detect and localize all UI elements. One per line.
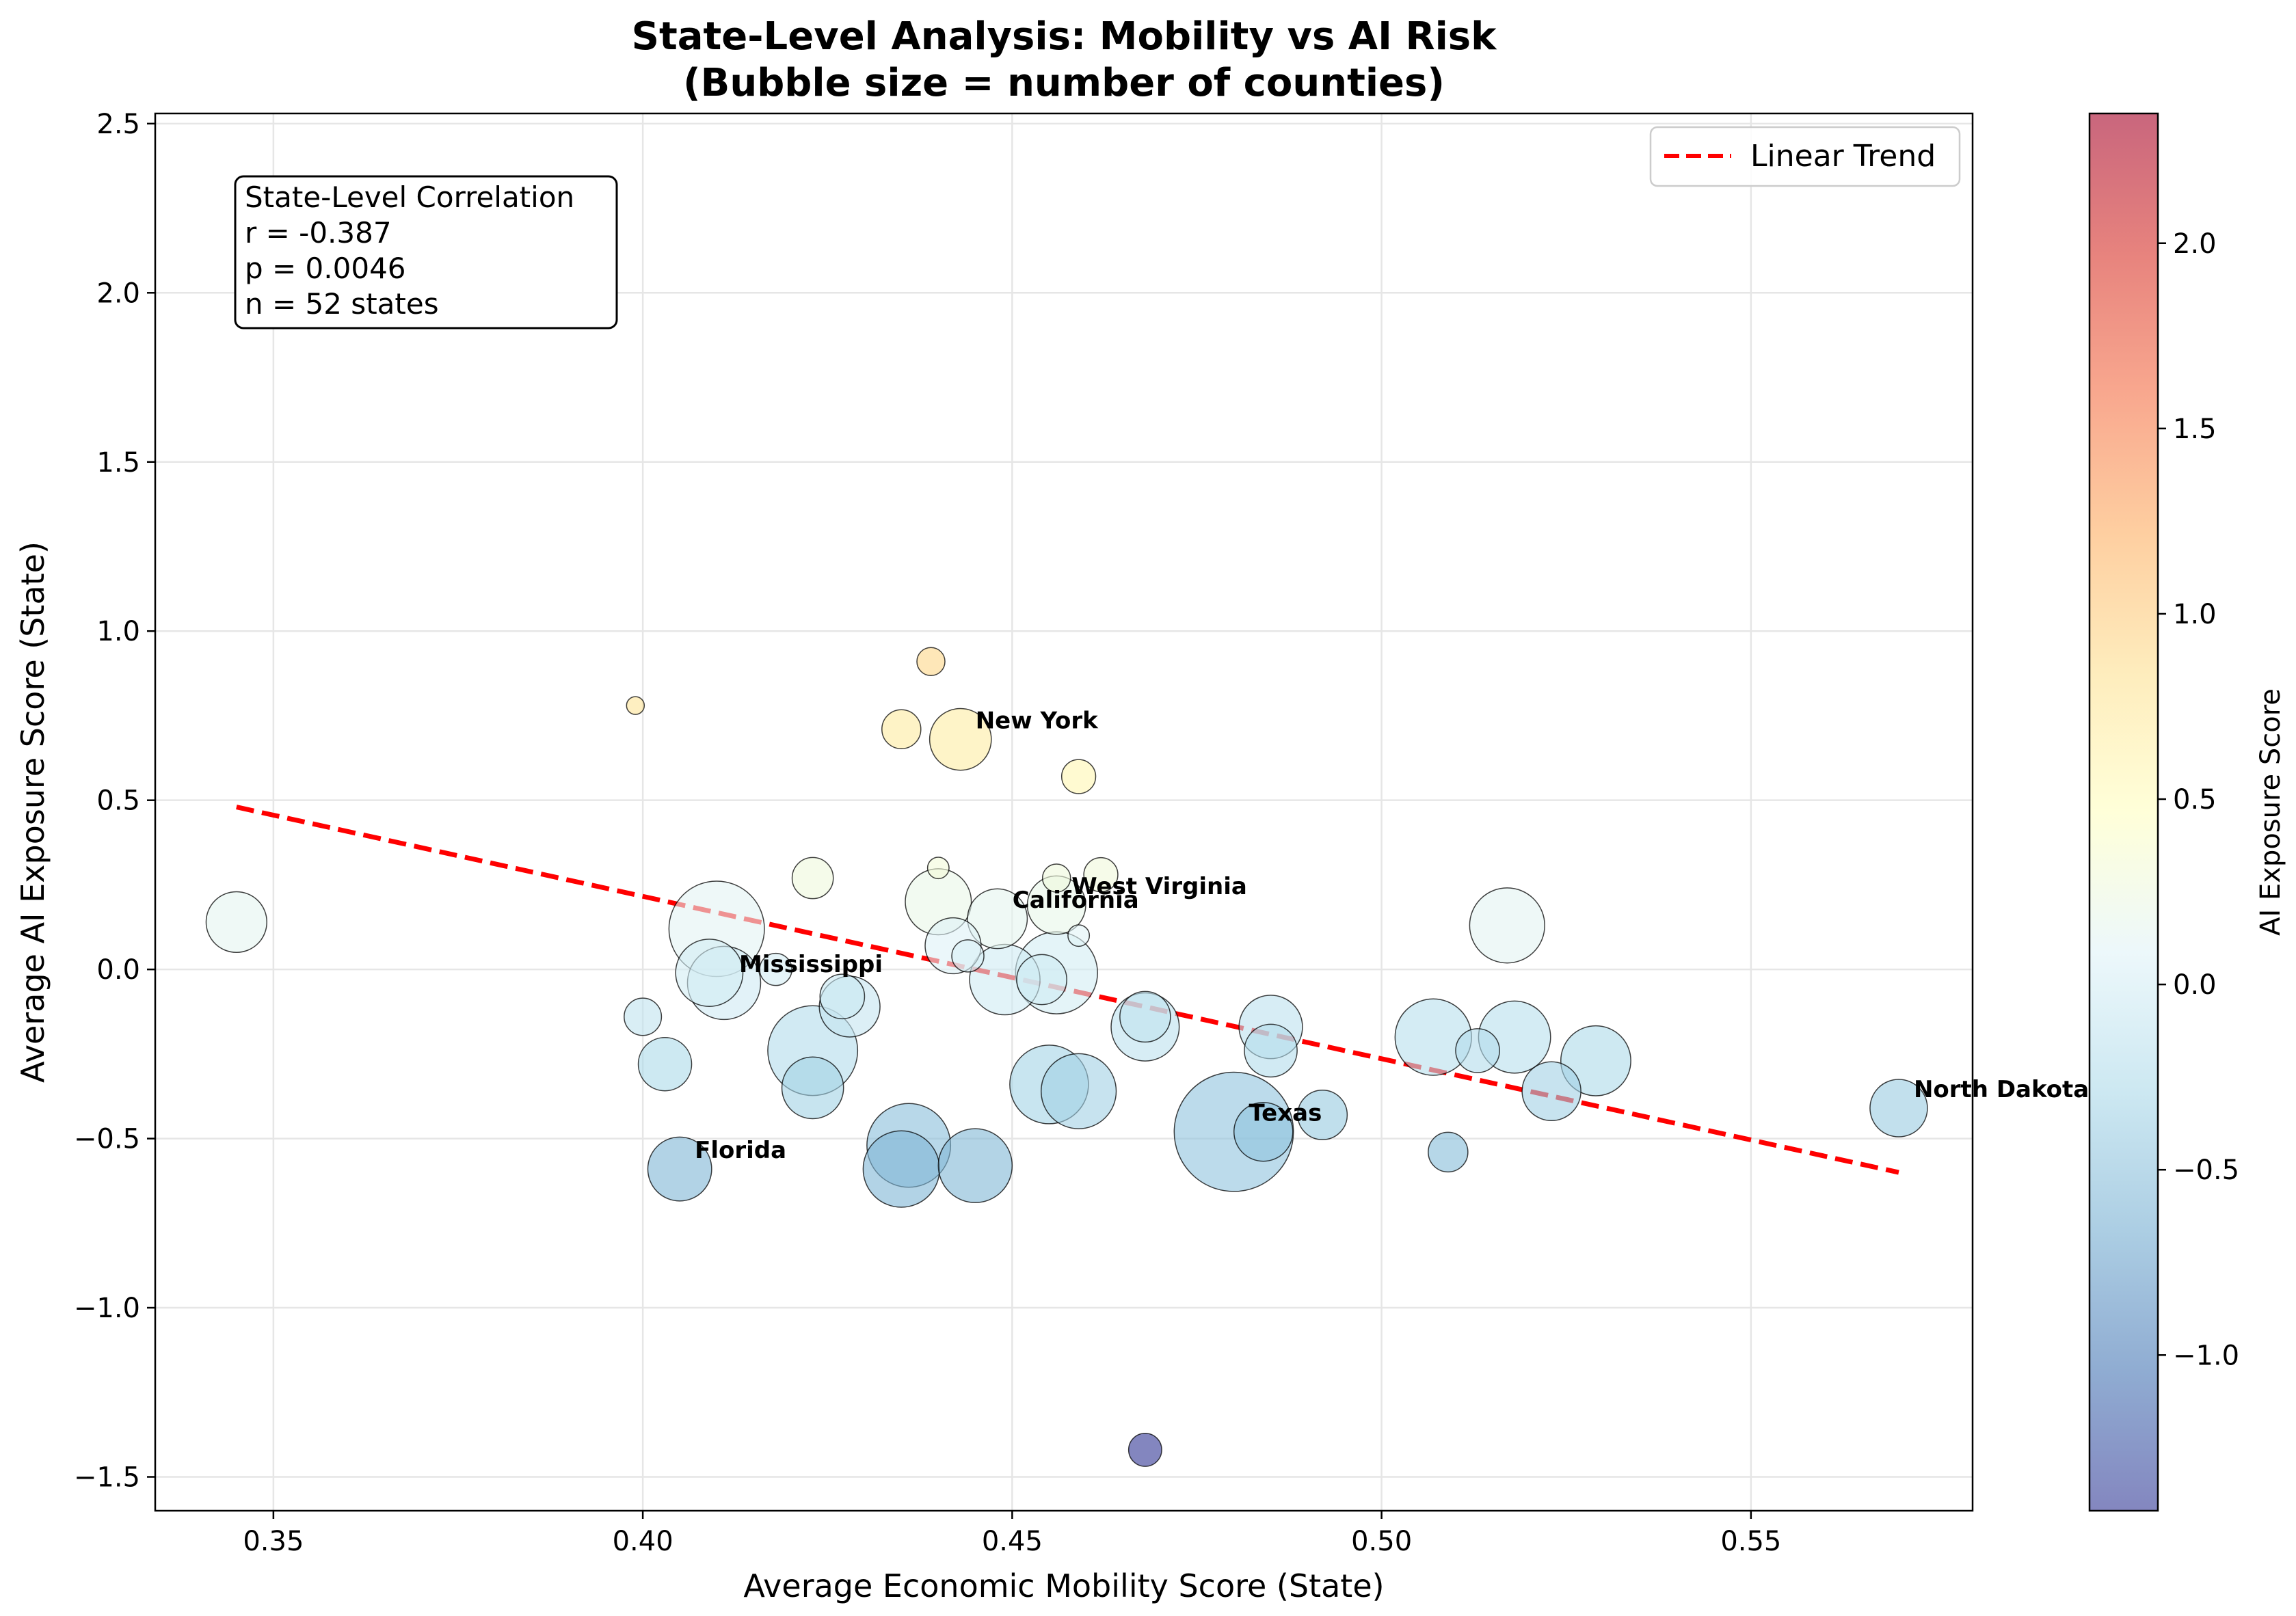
state-bubble [967, 888, 1028, 950]
stats-box-frame [234, 175, 618, 329]
x-tick-label: 0.55 [1720, 1526, 1781, 1557]
x-tick-label: 0.35 [243, 1526, 304, 1557]
state-bubble [1041, 863, 1071, 893]
colorbar-tick-label: 0.5 [2173, 784, 2217, 816]
colorbar-tick-label: 2.0 [2173, 228, 2217, 260]
colorbar-label: AI Exposure Score [2255, 688, 2286, 936]
state-annotation: New York [976, 708, 1099, 735]
state-bubble [916, 647, 946, 677]
colorbar-gradient [2090, 113, 2158, 1511]
state-bubble [881, 709, 922, 749]
state-bubble [1040, 1053, 1117, 1129]
state-bubble [951, 939, 985, 973]
state-bubble [1083, 857, 1119, 893]
stats-box-n: n = 52 states [245, 287, 439, 321]
state-bubble [759, 952, 792, 986]
y-tick-label: −0.5 [74, 1124, 140, 1155]
y-tick-label: 0.0 [96, 954, 140, 986]
colorbar-tick-label: 0.0 [2173, 969, 2217, 1001]
stats-box-p: p = 0.0046 [245, 252, 406, 285]
legend-trend-label: Linear Trend [1750, 139, 1936, 174]
state-bubble [1428, 1131, 1469, 1173]
plot-frame [154, 112, 1974, 1512]
y-axis-label: Average AI Exposure Score (State) [14, 541, 51, 1083]
state-bubble [675, 939, 744, 1008]
y-tick-label: 2.0 [96, 278, 140, 309]
y-tick-label: 0.5 [96, 785, 140, 817]
colorbar-tick-label: 1.0 [2173, 599, 2217, 630]
colorbar-ticks: −1.0 −0.5 0.0 0.5 1.0 1.5 2.0 [2158, 228, 2239, 1371]
state-bubble [1016, 954, 1067, 1006]
state-annotation: Florida [695, 1137, 786, 1164]
state-bubble [1233, 1101, 1294, 1162]
state-bubble [791, 857, 834, 900]
state-bubble [926, 857, 950, 880]
point-annotations: Florida Mississippi New York CaliforniaWest… [695, 708, 2089, 1165]
colorbar-frame [2088, 112, 2159, 1512]
state-bubble [1521, 1061, 1581, 1122]
state-bubble [1297, 1089, 1348, 1140]
stats-box-r: r = -0.387 [245, 216, 392, 250]
colorbar: −1.0 −0.5 0.0 0.5 1.0 1.5 2.0 AI Exposure Scor… [2088, 112, 2286, 1512]
state-bubble [626, 696, 645, 715]
grid-lines [155, 113, 1973, 1511]
state-annotation: West Virginia [1071, 873, 1247, 900]
y-tick-label: 1.5 [96, 447, 140, 479]
state-bubble [781, 1056, 844, 1120]
state-annotation: California [1013, 887, 1139, 914]
chart-title: State-Level Analysis: Mobility vs AI Ris… [632, 14, 1497, 59]
state-bubble [1119, 991, 1171, 1043]
colorbar-tick-label: 1.5 [2173, 414, 2217, 445]
trend-line [236, 805, 1899, 1175]
y-tick-label: −1.0 [74, 1293, 140, 1324]
legend: Linear Trend [1649, 126, 1961, 187]
x-axis-label: Average Economic Mobility Score (State) [743, 1567, 1384, 1604]
y-tick-label: 1.0 [96, 616, 140, 647]
state-bubble [624, 997, 663, 1036]
state-bubble [1060, 759, 1097, 794]
state-annotation: Mississippi [739, 951, 883, 978]
x-tick-label: 0.40 [613, 1526, 673, 1557]
chart-subtitle: (Bubble size = number of counties) [683, 61, 1445, 105]
legend-frame [1649, 126, 1961, 187]
state-bubble [1455, 1028, 1500, 1073]
state-bubble [862, 1130, 940, 1208]
state-bubble [937, 1128, 1013, 1203]
state-bubble [637, 1036, 693, 1092]
state-bubble [929, 708, 992, 771]
stats-box: State-Level Correlation r = -0.387 p = 0… [234, 175, 618, 329]
state-bubble [205, 891, 268, 953]
state-bubble [647, 1136, 712, 1202]
state-annotation: North Dakota [1914, 1076, 2089, 1103]
trend-line-group [236, 805, 1899, 1175]
state-bubble [1127, 1432, 1162, 1467]
y-axis-ticks: −1.5 −1.0 −0.5 0.0 0.5 1.0 1.5 2.0 2.5 [74, 109, 155, 1494]
state-bubble [1469, 887, 1545, 964]
x-axis-ticks: 0.35 0.40 0.45 0.50 0.55 [243, 1511, 1781, 1557]
x-tick-label: 0.50 [1351, 1526, 1412, 1557]
state-bubble [1067, 924, 1091, 947]
state-bubble [1244, 1023, 1298, 1078]
stats-box-title: State-Level Correlation [245, 180, 574, 214]
state-bubble [1869, 1079, 1928, 1137]
colorbar-tick-label: −1.0 [2173, 1340, 2239, 1371]
y-tick-label: −1.5 [74, 1462, 140, 1494]
x-tick-label: 0.45 [982, 1526, 1043, 1557]
state-bubble [819, 973, 866, 1020]
y-tick-label: 2.5 [96, 109, 140, 140]
data-points [205, 647, 1928, 1467]
state-annotation: Texas [1249, 1100, 1322, 1127]
colorbar-tick-label: −0.5 [2173, 1155, 2239, 1186]
